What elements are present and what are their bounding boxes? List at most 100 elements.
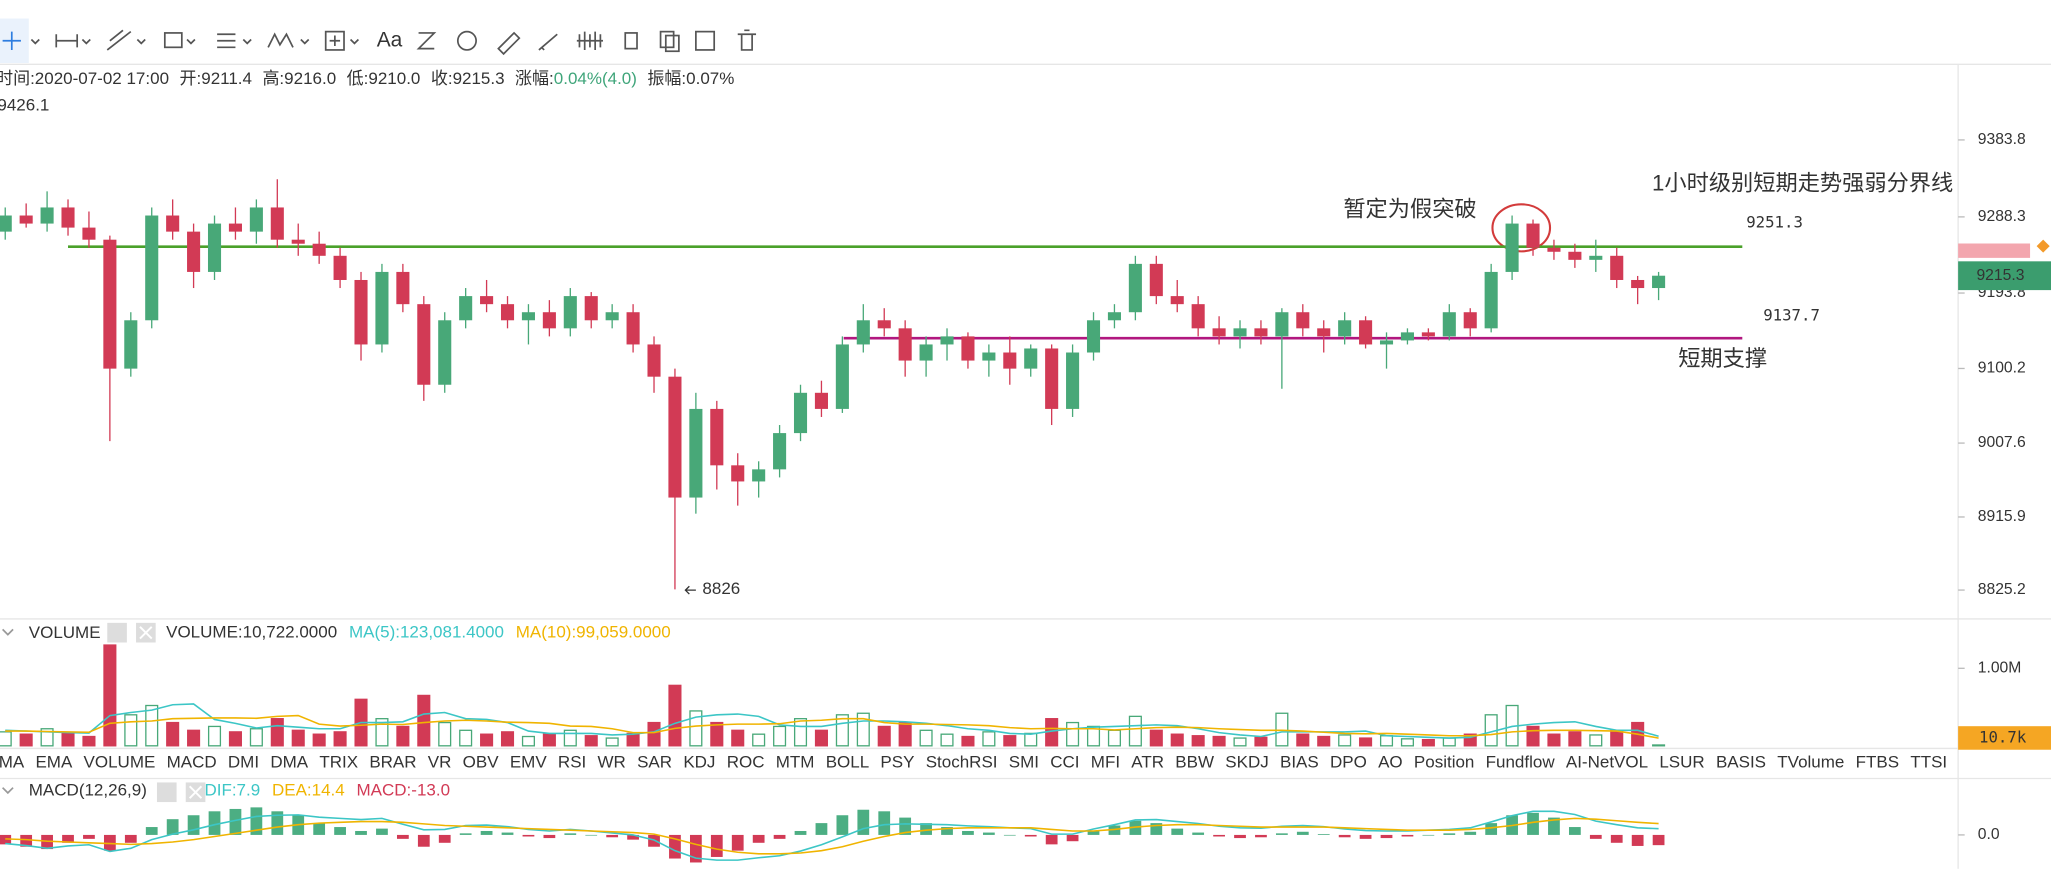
indicator-tab[interactable]: SAR xyxy=(637,752,672,771)
tool-ruler[interactable] xyxy=(497,31,521,56)
tool-delete[interactable] xyxy=(737,29,757,51)
volume-bar xyxy=(814,729,828,747)
dropdown[interactable] xyxy=(349,38,360,45)
info-label: 涨幅: xyxy=(515,70,554,89)
volume-bar xyxy=(40,728,54,747)
indicator-tab[interactable]: MFI xyxy=(1091,752,1120,771)
tool-rect[interactable] xyxy=(163,32,183,49)
candle-body xyxy=(919,344,933,361)
candle-body xyxy=(166,215,180,232)
candle-body xyxy=(877,320,891,329)
dropdown[interactable] xyxy=(242,38,252,45)
volume-bar xyxy=(500,731,515,747)
volume-bar xyxy=(584,735,598,747)
tool-crosshair[interactable] xyxy=(2,31,21,50)
settings-button[interactable] xyxy=(107,622,127,643)
indicator-tab[interactable]: ATR xyxy=(1131,752,1164,771)
tool-hline[interactable] xyxy=(55,34,79,48)
indicator-tab[interactable]: AI-NetVOL xyxy=(1566,752,1648,771)
indicator-tab[interactable]: SKDJ xyxy=(1225,752,1268,771)
indicator-tab[interactable]: Fundflow xyxy=(1486,752,1556,771)
tool-measure[interactable] xyxy=(324,30,345,51)
tool-lock[interactable] xyxy=(624,32,638,50)
dropdown[interactable] xyxy=(186,38,196,45)
indicator-tab[interactable]: PSY xyxy=(880,752,914,771)
candle-body xyxy=(1045,348,1059,409)
indicator-tab[interactable]: LSUR xyxy=(1659,752,1704,771)
candle-body xyxy=(814,392,828,409)
candle-body xyxy=(1505,223,1519,272)
indicator-tab[interactable]: MA xyxy=(0,752,25,771)
macd-bar xyxy=(941,827,953,835)
tool-hide[interactable] xyxy=(695,30,716,51)
indicator-tab[interactable]: StochRSI xyxy=(926,752,998,771)
indicator-tab[interactable]: MTM xyxy=(776,752,815,771)
indicator-tab[interactable]: DMA xyxy=(270,752,308,771)
collapse[interactable] xyxy=(2,787,14,795)
tool-pen[interactable] xyxy=(416,32,437,50)
volume-bar xyxy=(1463,733,1477,747)
tool-fib[interactable] xyxy=(217,33,236,49)
candle-body xyxy=(1610,255,1624,280)
indicator-tab[interactable]: TVolume xyxy=(1777,752,1844,771)
dropdown[interactable] xyxy=(300,38,310,45)
collapse[interactable] xyxy=(2,628,14,636)
macd-bar xyxy=(962,830,974,835)
indicator-tab[interactable]: EMA xyxy=(35,752,72,771)
indicator-tab[interactable]: BRAR xyxy=(369,752,416,771)
indicator-tab[interactable]: VOLUME xyxy=(84,752,156,771)
info-value: 9216.0 xyxy=(284,70,336,89)
indicator-tab[interactable]: FTBS xyxy=(1856,752,1899,771)
y-tick-label: 8825.2 xyxy=(1978,581,2026,598)
candle-body xyxy=(647,344,661,377)
indicator-tab[interactable]: BBW xyxy=(1175,752,1214,771)
indicator-tab[interactable]: DMI xyxy=(228,752,259,771)
tool-trend[interactable] xyxy=(106,29,132,51)
indicator-tab[interactable]: BIAS xyxy=(1280,752,1319,771)
indicator-tab[interactable]: DPO xyxy=(1330,752,1367,771)
dropdown[interactable] xyxy=(30,38,40,45)
candle-body xyxy=(270,207,284,240)
indicator-tab[interactable]: Position xyxy=(1414,752,1474,771)
volume-bar xyxy=(270,718,284,747)
tool-measure-plus[interactable] xyxy=(329,35,341,47)
indicator-tab[interactable]: BOLL xyxy=(826,752,869,771)
tool-copy[interactable] xyxy=(659,30,675,49)
volume-bar xyxy=(856,712,870,747)
price-line-marker xyxy=(1958,243,2031,258)
indicator-tab[interactable]: WR xyxy=(598,752,626,771)
tool-text[interactable]: Aa xyxy=(377,28,403,51)
indicator-tab[interactable]: TTSI xyxy=(1910,752,1947,771)
indicator-tab[interactable]: EMV xyxy=(510,752,548,771)
indicator-tab[interactable]: RSI xyxy=(558,752,586,771)
tool-brush[interactable] xyxy=(538,33,558,51)
indicator-tab[interactable]: TRIX xyxy=(319,752,358,771)
tool-pattern[interactable] xyxy=(576,31,604,50)
indicator-tab[interactable]: SMI xyxy=(1009,752,1039,771)
indicator-tab[interactable]: OBV xyxy=(463,752,500,771)
indicator-tab[interactable]: VR xyxy=(428,752,452,771)
macd-bar xyxy=(1255,834,1267,838)
indicator-tab[interactable]: ROC xyxy=(727,752,765,771)
macd-bar xyxy=(920,823,932,835)
tool-magnet[interactable] xyxy=(456,30,477,51)
last-volume-tag xyxy=(1958,726,2051,750)
volume-bar xyxy=(710,721,724,747)
tool-copy2[interactable] xyxy=(664,34,680,53)
macd-bar xyxy=(83,834,95,839)
dropdown[interactable] xyxy=(136,38,146,45)
tool-wave[interactable] xyxy=(267,32,294,48)
macd-bar xyxy=(689,834,702,863)
macd-bar xyxy=(836,815,849,835)
volume-bar xyxy=(396,725,410,747)
indicator-tab[interactable]: AO xyxy=(1378,752,1403,771)
indicator-tab[interactable]: BASIS xyxy=(1716,752,1766,771)
legend-entry: DIF:7.9 xyxy=(204,781,260,800)
dropdown[interactable] xyxy=(81,38,91,45)
indicator-tab[interactable]: CCI xyxy=(1050,752,1079,771)
settings-button[interactable] xyxy=(156,782,177,803)
macd-bar xyxy=(187,815,200,835)
indicator-tab[interactable]: KDJ xyxy=(683,752,715,771)
candle-body xyxy=(1400,332,1414,341)
indicator-tab[interactable]: MACD xyxy=(167,752,217,771)
